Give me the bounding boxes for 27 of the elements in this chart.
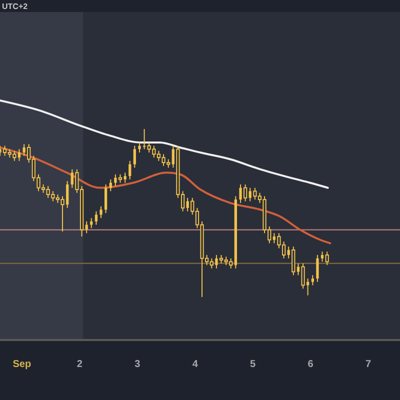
candlestick [292,246,296,276]
candlestick [316,254,319,282]
x-tick-label: 7 [365,359,372,370]
x-tick-label: Sep [12,359,32,370]
x-tick-label: 2 [76,359,83,370]
candlestick [128,160,132,180]
text: UTC+2 [2,2,28,11]
candlestick [133,145,136,168]
candlestick [100,206,102,219]
candlestick [311,274,314,286]
x-tick-label: 5 [250,359,256,370]
candlestick [90,218,93,229]
x-tick-label: 6 [308,359,314,370]
candlestick [301,262,305,290]
candlestick [243,184,248,202]
candlestick [18,148,21,162]
candlestick [109,178,112,192]
candlestick [320,251,324,262]
candlestick [142,128,146,150]
candlestick [325,251,329,266]
x-tick-label: 3 [134,359,141,370]
candlestick [138,142,141,154]
candlestick [85,220,88,234]
candlestick [124,172,126,184]
x-tick-label: 4 [192,359,198,370]
candlestick [94,210,98,226]
candlestick [104,184,108,214]
